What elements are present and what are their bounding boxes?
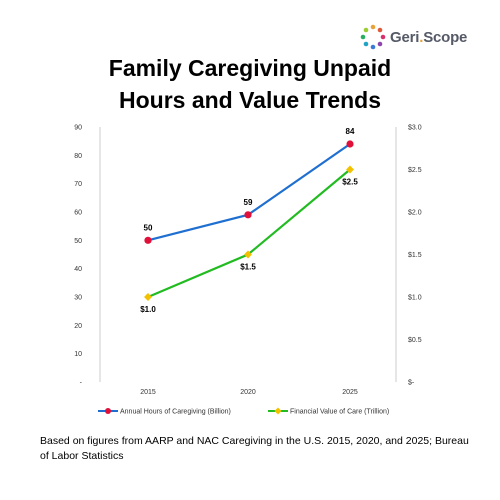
right-axis-tick-label: $2.5	[408, 167, 422, 174]
left-axis-tick-label: 80	[74, 153, 82, 160]
value-data-point	[144, 293, 152, 301]
brand-logo: Geri.Scope	[360, 24, 467, 50]
right-axis-tick-label: $3.0	[408, 125, 422, 132]
left-axis-tick-label: 40	[74, 266, 82, 273]
legend-hours-swatch-marker	[105, 408, 111, 414]
right-axis-tick-label: $-	[408, 380, 415, 387]
left-axis-tick-label: 90	[74, 125, 82, 132]
hours-data-label: 84	[346, 127, 355, 136]
left-axis-tick-label: 30	[74, 295, 82, 302]
value-data-point	[244, 250, 252, 259]
right-axis-tick-label: $0.5	[408, 337, 422, 344]
chart-title: Family Caregiving Unpaid Hours and Value…	[0, 52, 500, 116]
value-data-label: $1.5	[240, 263, 256, 272]
legend-value-swatch-marker	[274, 407, 282, 415]
right-axis-tick-label: $1.0	[408, 295, 422, 302]
source-note: Based on figures from AARP and NAC Careg…	[40, 435, 469, 462]
hours-data-point	[244, 211, 252, 219]
left-axis-tick-label: 70	[74, 181, 82, 188]
hours-data-label: 50	[144, 223, 153, 232]
x-axis-tick-label: 2025	[342, 389, 358, 396]
x-axis-tick-label: 2020	[240, 389, 256, 396]
value-data-label: $1.0	[140, 305, 156, 314]
brand-name: Geri.Scope	[390, 28, 468, 46]
x-axis-tick-label: 2015	[140, 389, 156, 396]
legend-value-label: Financial Value of Care (Trillion)	[290, 409, 389, 416]
chart-title-line-2: Hours and Value Trends	[118, 87, 382, 113]
left-axis-tick-label: 10	[74, 351, 82, 358]
left-axis-tick-label: 60	[74, 210, 82, 217]
chart-title-line-1: Family Caregiving Unpaid	[108, 55, 392, 81]
hours-series-line	[147, 143, 351, 242]
left-axis-tick-label: 20	[74, 323, 82, 330]
left-axis-tick-label: -	[80, 380, 83, 387]
hours-data-label: 59	[244, 198, 253, 207]
legend-hours-label: Annual Hours of Caregiving (Billion)	[120, 409, 231, 416]
right-axis-tick-label: $2.0	[408, 210, 422, 217]
left-axis-tick-label: 50	[74, 238, 82, 245]
value-data-point	[346, 165, 354, 174]
hours-data-point	[144, 236, 152, 244]
hours-data-point	[346, 140, 354, 148]
geriscope-logo-icon	[360, 24, 386, 50]
right-axis-tick-label: $1.5	[408, 252, 422, 259]
value-data-label: $2.5	[342, 178, 358, 187]
